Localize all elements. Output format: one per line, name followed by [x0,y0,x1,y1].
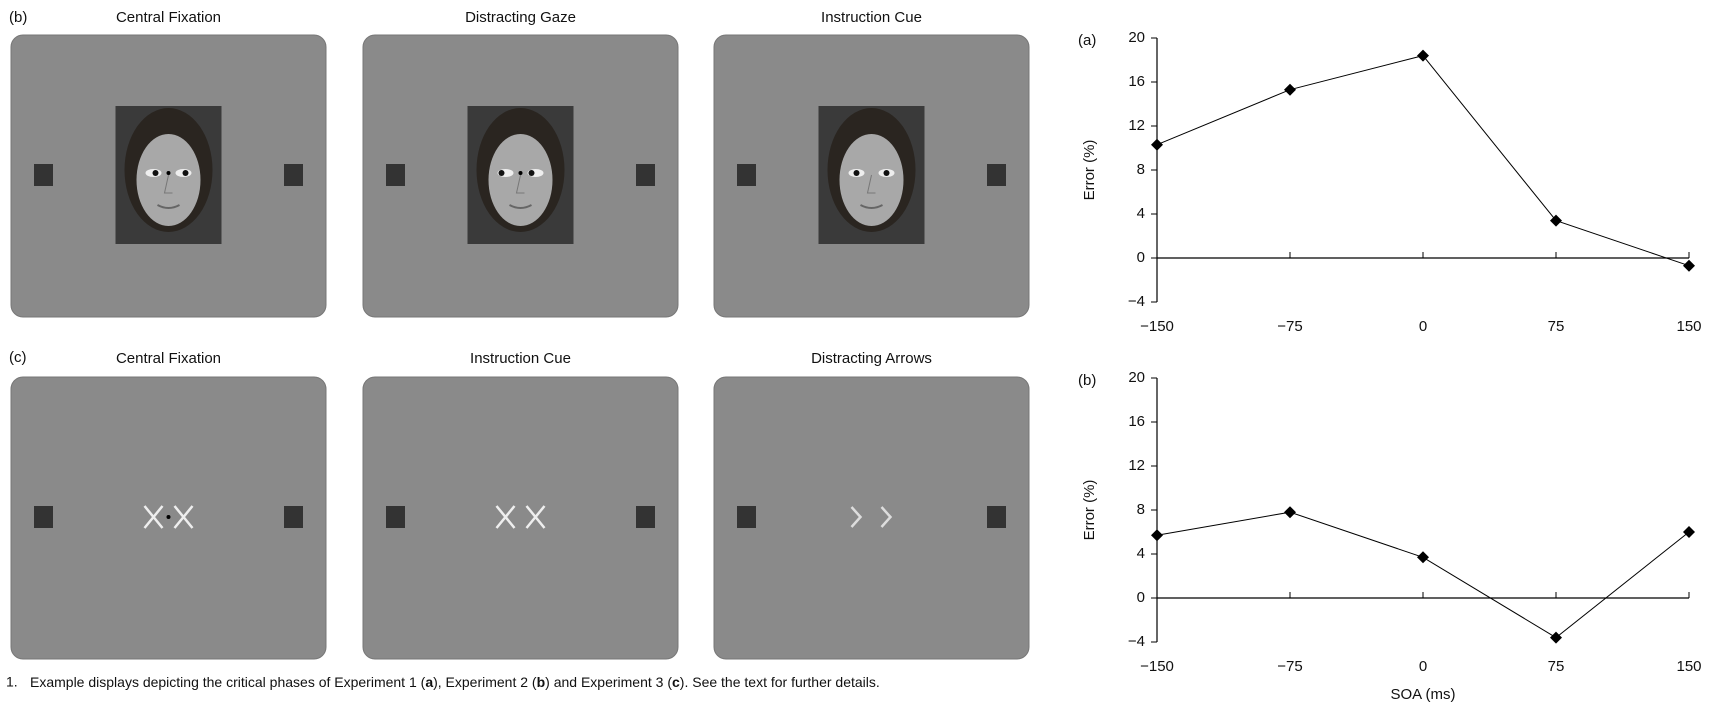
x-shape [495,505,516,529]
nose [515,174,525,194]
face [839,134,904,226]
mouth [509,204,532,209]
x-tick-label: 0 [1419,318,1427,335]
y-tick-label: 20 [1128,369,1145,386]
x-tick-label: 75 [1548,318,1565,335]
face [136,134,201,226]
panel-label: (b) [1078,372,1096,389]
panel-label: (b) [9,9,27,26]
y-tick-label: 16 [1128,413,1145,430]
y-tick-label: 20 [1128,29,1145,46]
panel-label: (c) [9,349,27,366]
fixation-dot [518,171,523,175]
x-tick-label: 75 [1548,658,1565,675]
caption-text: ) and Experiment 3 ( [545,674,672,690]
placeholder [34,164,53,186]
pupil [528,170,535,176]
panel-label: (a) [1078,32,1096,49]
placeholder [987,506,1006,528]
line [1156,511,1690,639]
y-tick-label: 8 [1137,161,1145,178]
y-tick-label: 4 [1137,545,1145,562]
screen-title: Instruction Cue [470,350,571,367]
point-marker [1550,631,1562,644]
caption-text: a [425,674,433,690]
x-tick-label: −150 [1140,318,1174,335]
point-marker [1151,529,1163,542]
nose [163,174,173,194]
point-marker [1417,49,1429,62]
placeholder [284,164,303,186]
caption-text: ). See the text for further details. [680,674,880,690]
x-shape [143,505,164,529]
y-tick-label: 12 [1128,457,1145,474]
screen [362,376,679,660]
point-marker [1284,506,1296,519]
y-tick-label: 8 [1137,501,1145,518]
screen-title: Distracting Arrows [811,350,932,367]
x-axis-label: SOA (ms) [1390,686,1455,703]
point-marker [1151,138,1163,151]
screen-title: Central Fixation [116,350,221,367]
pupil [498,170,505,176]
placeholder [284,506,303,528]
pupil [853,170,860,176]
screen [713,376,1030,660]
point-marker [1284,83,1296,96]
x-shape [525,505,546,529]
x-tick-label: −75 [1277,658,1302,675]
y-tick-label: 4 [1137,205,1145,222]
pupil [883,170,890,176]
placeholder [636,164,655,186]
y-tick-label: −4 [1128,293,1145,310]
y-tick-label: 12 [1128,117,1145,134]
point-marker [1683,526,1695,538]
pupil [182,170,189,176]
placeholder [987,164,1006,186]
face [488,134,553,226]
y-axis-label: Error (%) [1081,480,1098,541]
caption-text: Example displays depicting the critical … [30,674,426,690]
x-tick-label: 0 [1419,658,1427,675]
caption-number: 1. [6,674,18,690]
x-tick-label: −75 [1277,318,1302,335]
x-tick-label: 150 [1676,658,1701,675]
pupil [152,170,159,176]
x-shape [173,505,194,529]
y-tick-label: −4 [1128,633,1145,650]
caption: Example displays depicting the critical … [30,674,880,690]
placeholder [737,506,756,528]
placeholder [636,506,655,528]
screen-title: Instruction Cue [821,9,922,26]
y-tick-label: 0 [1137,589,1145,606]
x-tick-label: 150 [1676,318,1701,335]
fixation-dot [166,515,171,519]
screen-title: Central Fixation [116,9,221,26]
arrow-shape [850,506,863,528]
arrow-shape [880,506,893,528]
caption-text: b [537,674,546,690]
point-marker [1550,214,1562,227]
fixation-dot [166,171,171,175]
placeholder [386,506,405,528]
placeholder [34,506,53,528]
screen-title: Distracting Gaze [465,9,576,26]
point-marker [1417,551,1429,564]
x-tick-label: −150 [1140,658,1174,675]
y-axis-label: Error (%) [1081,140,1098,201]
placeholder [737,164,756,186]
y-tick-label: 0 [1137,249,1145,266]
line [1156,55,1690,267]
nose [866,174,876,194]
placeholder [386,164,405,186]
point-marker [1683,259,1695,272]
caption-text: ), Experiment 2 ( [433,674,537,690]
y-tick-label: 16 [1128,73,1145,90]
mouth [157,204,180,209]
mouth [860,204,883,209]
caption-text: c [672,674,680,690]
